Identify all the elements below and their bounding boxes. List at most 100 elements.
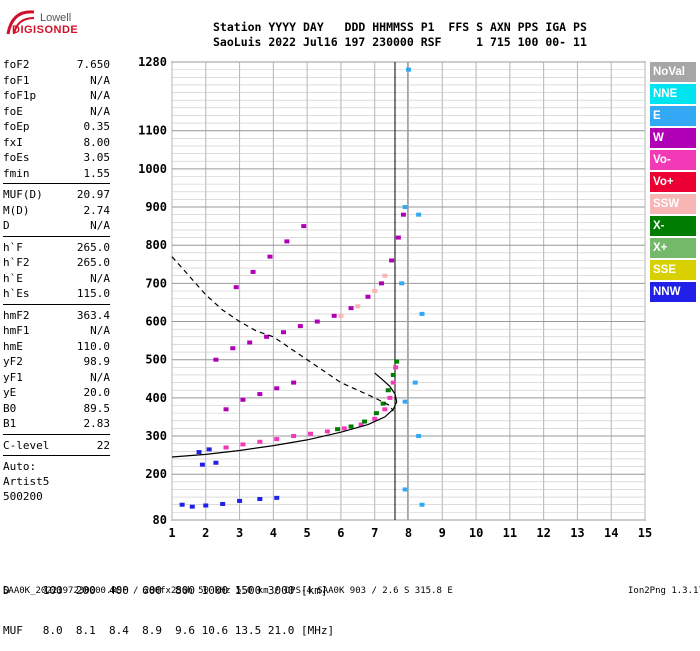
echo-point: [331, 313, 337, 318]
param-name: yF1: [3, 370, 23, 384]
autoscaling-info-line: 500200: [3, 490, 43, 503]
footer-version: Ion2Png 1.3.17: [628, 586, 700, 596]
echo-point: [314, 319, 320, 324]
param-value: 98.9: [83, 355, 111, 368]
echo-point: [220, 501, 226, 506]
param-value: N/A: [90, 104, 110, 118]
param-name: h`Es: [3, 287, 30, 300]
muf-row: MUF 8.0 8.1 8.4 8.9 9.6 10.6 13.5 21.0 […: [3, 624, 335, 637]
param-value: 265.0: [76, 256, 110, 269]
param-row: fmin 1.55: [3, 166, 110, 182]
legend-item: SSE: [650, 260, 696, 280]
header-values: SaoLuis 2022 Jul16 197 230000 RSF 1 715 …: [213, 35, 587, 49]
echo-point: [274, 437, 280, 442]
param-value: 0.35: [83, 120, 111, 133]
x-tick-label: 10: [469, 526, 483, 540]
param-row: B0 89.5: [3, 401, 110, 417]
legend-item: Vo-: [650, 150, 696, 170]
param-name: h`F: [3, 240, 23, 254]
echo-point: [240, 442, 246, 447]
param-row: C-level 22: [3, 438, 110, 454]
param-row: h`Es 115.0: [3, 286, 110, 302]
param-name: MUF(D): [3, 188, 43, 201]
echo-point: [196, 450, 202, 455]
param-row: foEs 3.05: [3, 150, 110, 166]
x-tick-label: 15: [638, 526, 652, 540]
autoscaling-info-line: Auto:: [3, 460, 37, 473]
y-tick-label: 300: [145, 429, 167, 443]
x-tick-label: 11: [503, 526, 517, 540]
echo-point: [382, 407, 388, 412]
param-row: fxI 8.00: [3, 135, 110, 151]
param-value: 115.0: [76, 287, 110, 300]
echo-point: [390, 372, 396, 377]
legend-item: X-: [650, 216, 696, 236]
param-value: 22: [96, 438, 110, 452]
echo-point: [257, 497, 263, 502]
param-value: 110.0: [76, 339, 110, 353]
echo-point: [189, 504, 195, 509]
parameter-panel: foF2 7.650 foF1 N/A foF1p N/A foE N/A foEp 0.35 fx…: [3, 57, 110, 504]
echo-point: [399, 281, 405, 286]
param-value: N/A: [90, 370, 110, 384]
param-name: h`E: [3, 271, 23, 285]
x-tick-label: 9: [439, 526, 446, 540]
echo-point: [301, 224, 307, 229]
param-row: hmF2 363.4: [3, 308, 110, 324]
echo-point: [402, 487, 408, 492]
x-tick-label: 2: [202, 526, 209, 540]
param-row: h`F2 265.0: [3, 255, 110, 271]
y-tick-label: 80: [153, 513, 167, 527]
echo-point: [247, 340, 253, 345]
echo-point: [382, 273, 388, 278]
param-name: yE: [3, 386, 17, 399]
echo-point: [230, 346, 236, 351]
param-value: 20.0: [83, 386, 111, 399]
footer-info: SAA0K_2022197230000.RSF / 280fx256h 50 k…: [3, 586, 453, 596]
echo-point: [179, 502, 185, 507]
echo-point: [348, 424, 354, 429]
echo-point: [362, 419, 368, 424]
echo-point: [393, 365, 399, 370]
x-tick-label: 3: [236, 526, 243, 540]
param-value: N/A: [90, 324, 110, 337]
legend-item: Vo+: [650, 172, 696, 192]
param-value: 8.00: [83, 135, 111, 149]
x-tick-label: 12: [536, 526, 550, 540]
param-name: foE: [3, 104, 23, 118]
param-row: foF2 7.650: [3, 57, 110, 73]
echo-point: [390, 380, 396, 385]
legend-item: NNW: [650, 282, 696, 302]
echo-point: [264, 334, 270, 339]
x-tick-label: 6: [337, 526, 344, 540]
param-name: B0: [3, 401, 17, 415]
legend-item: NNE: [650, 84, 696, 104]
panel-separator: [3, 183, 110, 184]
x-tick-label: 5: [304, 526, 311, 540]
echo-point: [412, 380, 418, 385]
param-row: foE N/A: [3, 104, 110, 120]
param-row: yF2 98.9: [3, 354, 110, 370]
echo-point: [406, 67, 411, 72]
legend-item: SSW: [650, 194, 696, 214]
param-row: D N/A: [3, 218, 110, 234]
x-tick-label: 13: [570, 526, 584, 540]
echo-point: [274, 386, 280, 391]
param-name: D: [3, 219, 10, 232]
echo-point: [213, 357, 219, 362]
panel-separator: [3, 455, 110, 456]
echo-point: [387, 395, 393, 400]
param-value: 265.0: [76, 240, 110, 254]
param-row: h`E N/A: [3, 271, 110, 287]
echo-point: [213, 460, 219, 465]
x-tick-label: 14: [604, 526, 618, 540]
param-name: M(D): [3, 203, 30, 217]
param-value: 3.05: [83, 151, 111, 164]
param-row: B1 2.83: [3, 416, 110, 432]
param-value: N/A: [90, 89, 110, 102]
echo-point: [324, 429, 330, 434]
echo-point: [237, 498, 243, 503]
param-name: foEs: [3, 151, 30, 164]
legend-item: W: [650, 128, 696, 148]
echo-point: [223, 445, 229, 450]
